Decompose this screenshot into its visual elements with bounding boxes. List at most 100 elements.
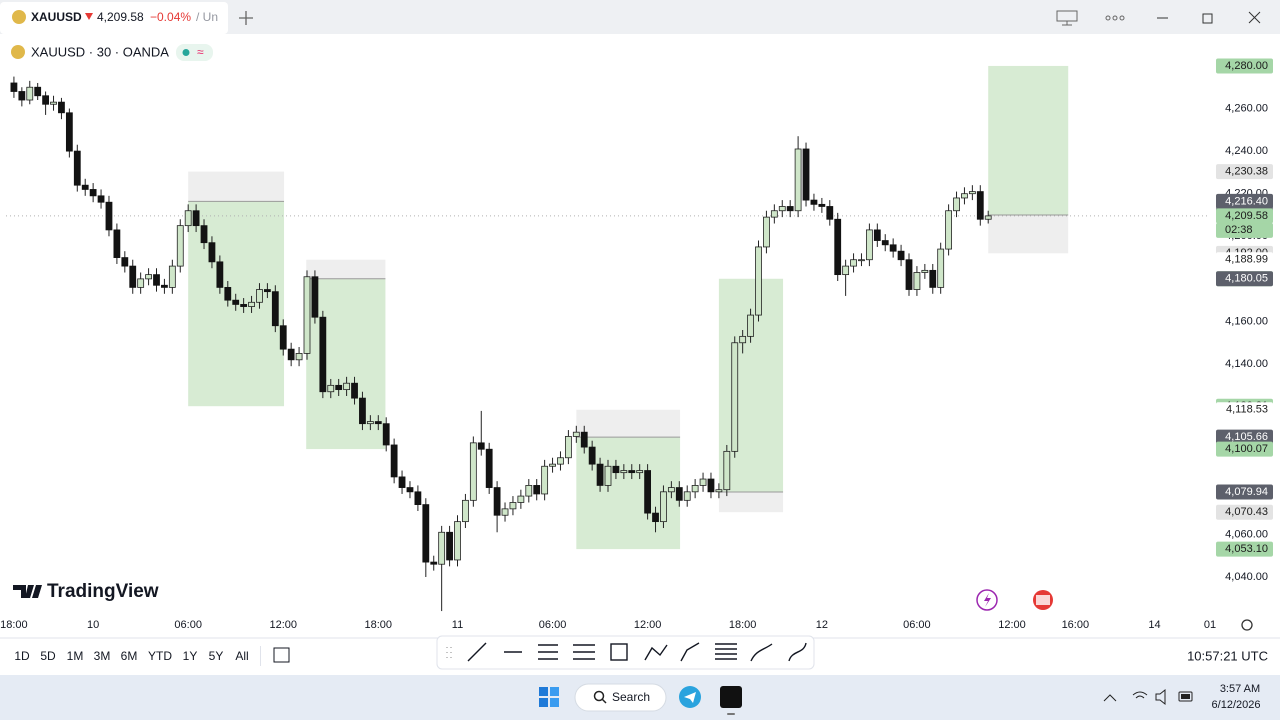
- position-loss: [306, 259, 386, 279]
- status-dot: [182, 49, 190, 56]
- drawing-tools[interactable]: [446, 642, 807, 662]
- candle-body: [525, 485, 533, 497]
- range-button[interactable]: 5Y: [209, 649, 224, 663]
- candle-body: [763, 216, 770, 248]
- candle-body: [271, 291, 279, 327]
- more-icon[interactable]: [1105, 15, 1125, 21]
- candle-body: [493, 487, 501, 516]
- x-tick-label: 06:00: [903, 619, 931, 631]
- candle-body: [89, 189, 97, 197]
- candle-body: [256, 289, 263, 303]
- candle-body: [430, 561, 438, 565]
- lightning-icon[interactable]: [976, 589, 998, 611]
- candle-body: [881, 240, 889, 246]
- candle-body: [73, 150, 81, 186]
- range-button[interactable]: 6M: [121, 649, 138, 663]
- candle-body: [667, 487, 675, 493]
- candle-body: [683, 491, 691, 501]
- candle-body: [921, 269, 929, 273]
- range-button[interactable]: 5D: [40, 649, 56, 663]
- candle-body: [42, 95, 50, 105]
- range-button[interactable]: 1Y: [183, 649, 198, 663]
- candle-body: [652, 512, 659, 523]
- candle-body: [327, 384, 335, 393]
- candle-body: [644, 470, 652, 514]
- candle-body: [192, 210, 200, 227]
- candle-body: [660, 491, 667, 523]
- candle-body: [517, 495, 525, 503]
- close[interactable]: [1248, 11, 1261, 24]
- candle-body: [105, 201, 113, 231]
- status-pill: [176, 44, 213, 61]
- telegram-plane: [684, 692, 696, 703]
- candle-body: [248, 301, 255, 307]
- range-button[interactable]: 1D: [14, 649, 30, 663]
- candle-body: [691, 485, 699, 493]
- y-tick-label: 4,260.00: [1225, 102, 1268, 114]
- range-button[interactable]: 3M: [94, 649, 111, 663]
- price-label: 4,100.07: [1225, 443, 1268, 455]
- candle-body: [295, 353, 303, 361]
- tray-chevron[interactable]: [1103, 694, 1117, 702]
- current-price-label-bg: [1216, 208, 1273, 224]
- position-profit: [306, 278, 386, 450]
- candle-body: [26, 86, 34, 101]
- x-tick-label: 16:00: [1062, 619, 1090, 631]
- candle-body: [834, 218, 842, 276]
- candle-body: [905, 259, 913, 290]
- tab[interactable]: [0, 2, 228, 34]
- candle-body: [422, 504, 430, 563]
- candle-body: [549, 463, 556, 467]
- restore[interactable]: [1202, 13, 1213, 24]
- candle-body: [200, 225, 208, 244]
- candle-body: [842, 265, 850, 276]
- x-tick-label: 12: [816, 619, 828, 631]
- search-icon: [593, 690, 605, 702]
- x-tick-label: 06:00: [174, 619, 202, 631]
- candle-body: [802, 148, 810, 201]
- battery-icon[interactable]: [1178, 691, 1193, 702]
- settings-icon[interactable]: [1241, 619, 1253, 631]
- candle-body: [533, 485, 541, 495]
- price-label-bg: [1216, 252, 1273, 268]
- candle-body: [485, 448, 493, 488]
- candle-body: [446, 531, 453, 561]
- candle-body: [81, 184, 89, 190]
- candle-body: [557, 457, 564, 465]
- candle-body: [770, 210, 778, 218]
- candle-body: [968, 191, 976, 195]
- search-box[interactable]: [574, 683, 667, 712]
- tradingview-icon[interactable]: [720, 686, 742, 708]
- position-loss: [576, 409, 681, 438]
- candle-body: [216, 261, 224, 288]
- candle-body: [50, 101, 57, 105]
- y-tick-label: 4,140.00: [1225, 358, 1268, 370]
- candle-body: [564, 436, 572, 459]
- candle-body: [889, 244, 897, 252]
- candle-body: [176, 225, 184, 267]
- candle-body: [620, 470, 628, 474]
- range-button[interactable]: 1M: [67, 649, 84, 663]
- candle-body: [232, 299, 240, 305]
- price-label: 4,280.00: [1225, 60, 1268, 72]
- new-tab[interactable]: [239, 11, 253, 25]
- candle-body: [937, 248, 945, 288]
- tab-change: −0.04%: [150, 10, 191, 24]
- candle-body: [945, 210, 953, 250]
- candle-body: [699, 478, 707, 486]
- price-label-bg: [1216, 504, 1273, 520]
- range-button[interactable]: YTD: [148, 649, 172, 663]
- candle-body: [303, 276, 311, 354]
- y-tick-label: 4,160.00: [1225, 315, 1268, 327]
- range-button[interactable]: All: [235, 649, 248, 663]
- sound-icon[interactable]: [1155, 688, 1166, 706]
- start-button[interactable]: [539, 687, 559, 707]
- date-range-icon[interactable]: [273, 647, 290, 663]
- candle-body: [145, 274, 152, 280]
- chart-title: XAUUSD · 30 · OANDA: [31, 44, 169, 59]
- candle-body: [168, 265, 176, 288]
- x-tick-label: 10: [87, 619, 99, 631]
- price-label: 4,053.10: [1225, 543, 1268, 555]
- candle-body: [279, 325, 287, 350]
- wifi-icon[interactable]: [1132, 691, 1148, 699]
